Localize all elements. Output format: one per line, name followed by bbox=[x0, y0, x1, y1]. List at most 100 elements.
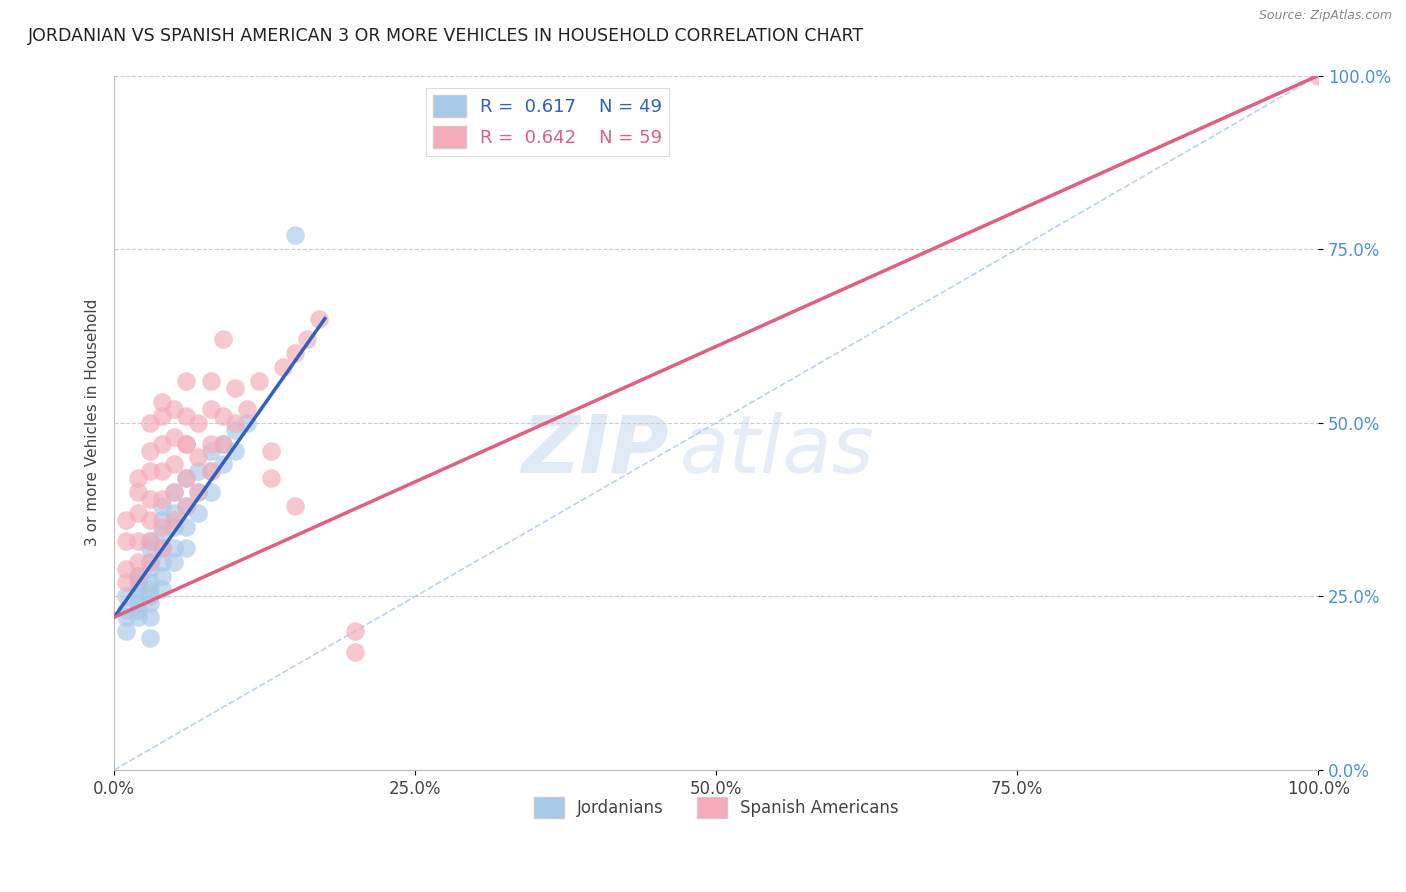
Point bbox=[127, 471, 149, 485]
Point bbox=[115, 610, 138, 624]
Point bbox=[163, 485, 186, 500]
Point bbox=[176, 436, 198, 450]
Point bbox=[150, 541, 173, 555]
Point bbox=[260, 443, 283, 458]
Point bbox=[150, 555, 173, 569]
Point bbox=[139, 631, 162, 645]
Point bbox=[150, 513, 173, 527]
Point bbox=[115, 561, 138, 575]
Point bbox=[150, 520, 173, 534]
Point bbox=[200, 464, 222, 478]
Point bbox=[176, 499, 198, 513]
Point bbox=[308, 311, 330, 326]
Legend: Jordanians, Spanish Americans: Jordanians, Spanish Americans bbox=[527, 790, 905, 824]
Point bbox=[224, 443, 246, 458]
Point bbox=[235, 401, 257, 416]
Point bbox=[163, 555, 186, 569]
Point bbox=[127, 610, 149, 624]
Point bbox=[139, 416, 162, 430]
Point bbox=[139, 590, 162, 604]
Point bbox=[1308, 69, 1330, 83]
Point bbox=[127, 603, 149, 617]
Point bbox=[187, 506, 209, 520]
Point bbox=[200, 374, 222, 388]
Point bbox=[200, 443, 222, 458]
Point bbox=[211, 436, 233, 450]
Point bbox=[139, 555, 162, 569]
Point bbox=[150, 436, 173, 450]
Point bbox=[176, 541, 198, 555]
Text: atlas: atlas bbox=[681, 411, 875, 490]
Point bbox=[150, 582, 173, 597]
Point bbox=[139, 443, 162, 458]
Point bbox=[163, 541, 186, 555]
Text: JORDANIAN VS SPANISH AMERICAN 3 OR MORE VEHICLES IN HOUSEHOLD CORRELATION CHART: JORDANIAN VS SPANISH AMERICAN 3 OR MORE … bbox=[28, 27, 865, 45]
Point bbox=[139, 610, 162, 624]
Point bbox=[200, 485, 222, 500]
Point bbox=[176, 520, 198, 534]
Point bbox=[176, 436, 198, 450]
Point bbox=[211, 458, 233, 472]
Point bbox=[150, 527, 173, 541]
Point bbox=[115, 575, 138, 590]
Point bbox=[115, 590, 138, 604]
Point bbox=[150, 409, 173, 423]
Point bbox=[127, 555, 149, 569]
Point bbox=[127, 596, 149, 610]
Point bbox=[127, 485, 149, 500]
Point bbox=[224, 423, 246, 437]
Point bbox=[139, 533, 162, 548]
Point bbox=[139, 492, 162, 507]
Point bbox=[127, 506, 149, 520]
Point bbox=[176, 471, 198, 485]
Point bbox=[127, 568, 149, 582]
Text: ZIP: ZIP bbox=[520, 411, 668, 490]
Point bbox=[150, 464, 173, 478]
Text: Source: ZipAtlas.com: Source: ZipAtlas.com bbox=[1258, 9, 1392, 22]
Point bbox=[247, 374, 270, 388]
Point bbox=[150, 395, 173, 409]
Point bbox=[150, 541, 173, 555]
Point bbox=[343, 624, 366, 639]
Point bbox=[187, 485, 209, 500]
Point bbox=[200, 464, 222, 478]
Point bbox=[163, 513, 186, 527]
Point bbox=[187, 450, 209, 465]
Point bbox=[200, 436, 222, 450]
Point bbox=[200, 401, 222, 416]
Point bbox=[115, 603, 138, 617]
Point bbox=[139, 533, 162, 548]
Point bbox=[176, 409, 198, 423]
Point bbox=[284, 228, 307, 243]
Point bbox=[187, 464, 209, 478]
Point bbox=[150, 568, 173, 582]
Point bbox=[139, 575, 162, 590]
Point bbox=[211, 409, 233, 423]
Point bbox=[163, 506, 186, 520]
Point bbox=[224, 381, 246, 395]
Point bbox=[139, 561, 162, 575]
Point bbox=[115, 533, 138, 548]
Point bbox=[284, 499, 307, 513]
Point bbox=[176, 471, 198, 485]
Y-axis label: 3 or more Vehicles in Household: 3 or more Vehicles in Household bbox=[86, 299, 100, 547]
Point bbox=[211, 333, 233, 347]
Point bbox=[127, 590, 149, 604]
Point bbox=[139, 596, 162, 610]
Point bbox=[284, 346, 307, 360]
Point bbox=[260, 471, 283, 485]
Point bbox=[139, 464, 162, 478]
Point bbox=[139, 555, 162, 569]
Point bbox=[139, 582, 162, 597]
Point bbox=[163, 485, 186, 500]
Point bbox=[224, 416, 246, 430]
Point bbox=[187, 416, 209, 430]
Point bbox=[150, 492, 173, 507]
Point bbox=[163, 520, 186, 534]
Point bbox=[176, 374, 198, 388]
Point bbox=[139, 513, 162, 527]
Point bbox=[295, 333, 318, 347]
Point bbox=[271, 360, 294, 375]
Point bbox=[163, 430, 186, 444]
Point bbox=[187, 485, 209, 500]
